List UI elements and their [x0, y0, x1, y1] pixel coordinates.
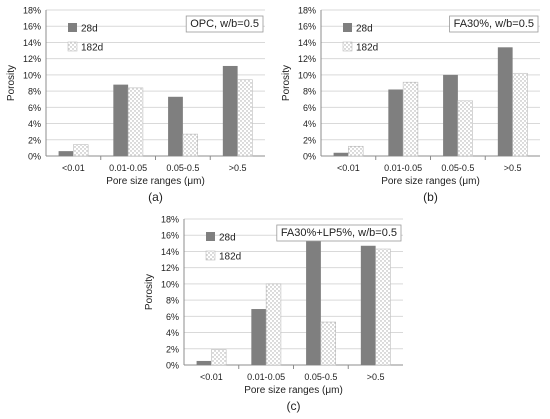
bar-28d-1: 28d 0.01-0.05: 6.9% [251, 309, 267, 365]
x-tick-label: <0.01 [62, 163, 85, 173]
y-tick-label: 8% [166, 296, 179, 306]
bar-28d-2: 28d 0.05-0.5: 15.5% [306, 239, 321, 365]
y-tick-label: 4% [28, 119, 41, 129]
y-tick-label: 10% [298, 70, 316, 80]
legend-label-28d: 28d [356, 24, 373, 35]
annotation-box [185, 15, 264, 33]
x-axis-label: Pore size ranges (μm) [106, 176, 205, 187]
x-tick-label: 0.01-0.05 [109, 163, 147, 173]
bar-182d-3: 182d >0.5: 10.2% [512, 72, 528, 157]
y-tick-label: 12% [23, 54, 41, 64]
panel-label: (a) [148, 190, 163, 204]
y-tick-label: 6% [166, 312, 179, 322]
x-tick-label: 0.01-0.05 [247, 372, 285, 382]
y-tick-label: 6% [28, 103, 41, 113]
x-tick-label: >0.5 [504, 163, 522, 173]
legend-swatch-182d [67, 41, 78, 52]
bar-28d-0: 28d <0.01: 0.4% [333, 152, 349, 156]
y-tick-label: 8% [303, 87, 316, 97]
bar-182d-3: 182d >0.5: 9.4% [237, 79, 253, 157]
bar-28d-3: 28d >0.5: 11.1% [222, 65, 238, 156]
x-axis-label: Pore size ranges (μm) [381, 176, 480, 187]
y-tick-label: 6% [303, 103, 316, 113]
y-tick-label: 4% [303, 119, 316, 129]
bar-28d-0: 28d <0.01: 0.5% [196, 360, 212, 365]
annotation-box [276, 224, 402, 242]
x-tick-label: <0.01 [200, 372, 223, 382]
y-tick-label: 14% [23, 38, 41, 48]
chart-annotation: OPC, w/b=0.5 [190, 18, 259, 30]
x-axis-label: Pore size ranges (μm) [244, 385, 343, 396]
chart-annotation: FA30%+LP5%, w/b=0.5 [281, 227, 397, 239]
y-tick-label: 2% [166, 344, 179, 354]
y-tick-label: 4% [166, 328, 179, 338]
bar-28d-1: 28d 0.01-0.05: 8.2% [388, 89, 404, 156]
y-tick-label: 18% [161, 215, 179, 225]
bar-182d-0: 182d <0.01: 1.4% [73, 144, 89, 157]
legend-label-28d: 28d [219, 233, 236, 244]
panel-label: (b) [423, 190, 438, 204]
bar-182d-1: 182d 0.01-0.05: 9.1% [402, 81, 419, 157]
y-tick-label: 16% [23, 22, 41, 32]
chart-panel-3: 0% 2% 4% 6% 8% 10% 12% 14% 16% 18% 28d <0.01: 0.5%… [144, 215, 403, 413]
bar-182d-2: 182d 0.05-0.5: 5.3% [320, 321, 336, 366]
legend-swatch-182d [205, 250, 216, 261]
y-tick-label: 10% [161, 279, 179, 289]
x-tick-label: >0.5 [367, 372, 385, 382]
annotation-box [449, 15, 539, 33]
legend-swatch-28d [343, 23, 352, 32]
y-tick-label: 2% [303, 135, 316, 145]
chart-annotation: FA30%, w/b=0.5 [454, 18, 534, 30]
bar-28d-3: 28d >0.5: 14.7% [360, 245, 376, 365]
y-tick-label: 0% [303, 152, 316, 162]
y-axis-label: Porosity [281, 65, 292, 101]
y-tick-label: 10% [23, 70, 41, 80]
legend-swatch-28d [206, 232, 215, 241]
y-tick-label: 0% [166, 361, 179, 371]
legend-swatch-182d [342, 41, 353, 52]
panel-label: (c) [287, 399, 301, 413]
y-tick-label: 14% [161, 247, 179, 257]
x-tick-label: <0.01 [337, 163, 360, 173]
legend-label-28d: 28d [81, 24, 98, 35]
bar-28d-2: 28d 0.05-0.5: 7.3% [168, 96, 183, 156]
y-tick-label: 18% [298, 6, 316, 16]
bar-182d-2: 182d 0.05-0.5: 6.8% [457, 100, 473, 157]
legend-label-182d: 182d [81, 43, 103, 54]
y-axis-label: Porosity [144, 274, 155, 310]
bar-28d-2: 28d 0.05-0.5: 10% [443, 74, 458, 156]
x-tick-label: 0.05-0.5 [166, 163, 199, 173]
x-tick-label: 0.05-0.5 [304, 372, 337, 382]
chart-panel-2: 0% 2% 4% 6% 8% 10% 12% 14% 16% 18% 28d <0.01: 0.4%… [281, 6, 540, 204]
y-axis-label: Porosity [6, 65, 17, 101]
bar-28d-0: 28d <0.01: 0.6% [58, 151, 74, 156]
y-tick-label: 0% [28, 152, 41, 162]
legend-swatch-28d [68, 23, 77, 32]
y-tick-label: 12% [298, 54, 316, 64]
y-tick-label: 18% [23, 6, 41, 16]
x-tick-label: 0.01-0.05 [384, 163, 422, 173]
bar-28d-3: 28d >0.5: 13.4% [497, 47, 513, 156]
bar-182d-0: 182d <0.01: 1.2% [348, 145, 364, 157]
bar-182d-1: 182d 0.01-0.05: 8.4% [127, 87, 144, 157]
y-tick-label: 2% [28, 135, 41, 145]
y-tick-label: 16% [161, 231, 179, 241]
legend-label-182d: 182d [356, 43, 378, 54]
bar-28d-1: 28d 0.01-0.05: 8.8% [113, 84, 129, 156]
legend-label-182d: 182d [219, 252, 241, 263]
y-tick-label: 14% [298, 38, 316, 48]
chart-panel-1: 0% 2% 4% 6% 8% 10% 12% 14% 16% 18% 28d <0.01: 0.6%… [6, 6, 265, 204]
bar-182d-1: 182d 0.01-0.05: 10% [265, 283, 282, 366]
bar-182d-3: 182d >0.5: 14.3% [375, 248, 391, 366]
x-tick-label: 0.05-0.5 [441, 163, 474, 173]
bar-182d-2: 182d 0.05-0.5: 2.7% [182, 133, 198, 157]
x-tick-label: >0.5 [229, 163, 247, 173]
y-tick-label: 12% [161, 263, 179, 273]
y-tick-label: 16% [298, 22, 316, 32]
bar-182d-0: 182d <0.01: 1.9% [211, 349, 227, 366]
y-tick-label: 8% [28, 87, 41, 97]
